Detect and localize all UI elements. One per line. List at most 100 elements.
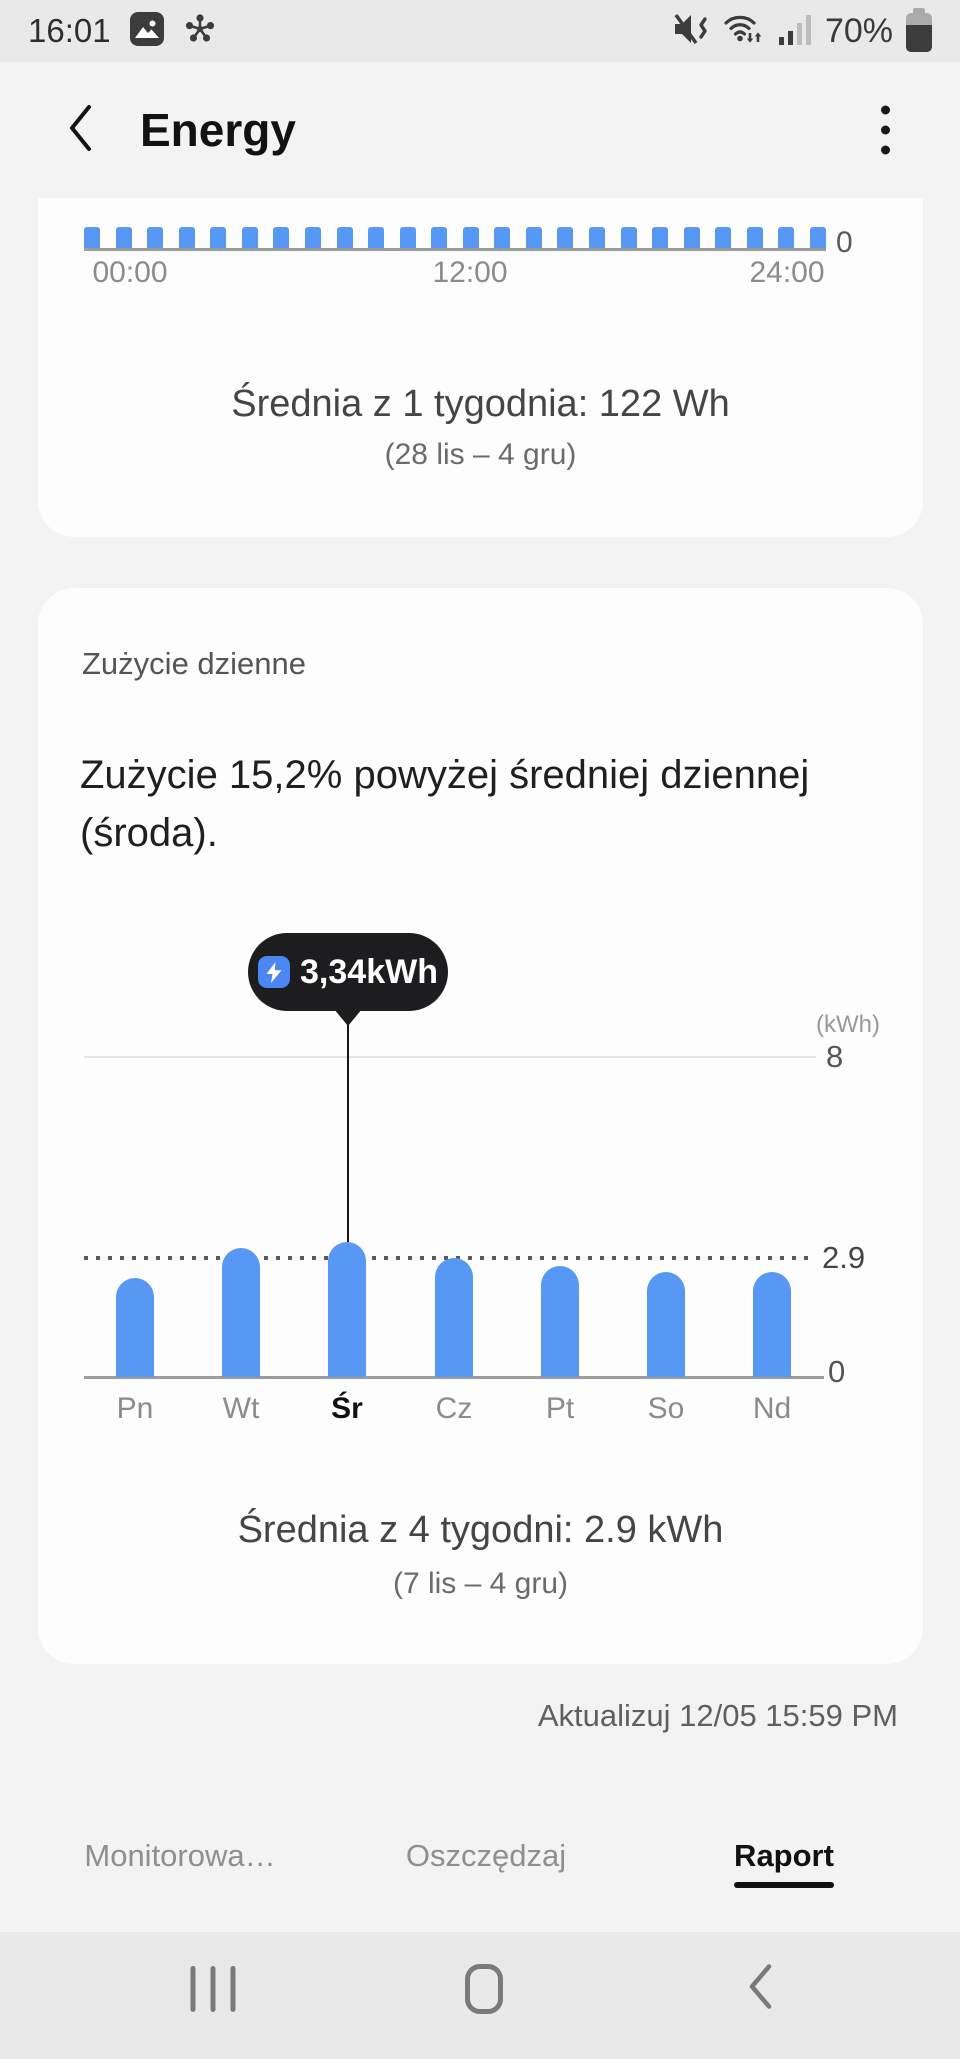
battery-percent: 70% xyxy=(824,11,893,50)
day-label-So[interactable]: So xyxy=(647,1392,685,1425)
hourly-y-zero-label: 0 xyxy=(836,226,853,259)
more-options-button[interactable] xyxy=(873,98,898,163)
hourly-bar-20[interactable] xyxy=(715,227,732,248)
day-label-Pn[interactable]: Pn xyxy=(116,1392,154,1425)
hourly-bar-11[interactable] xyxy=(431,227,448,248)
signal-strength-icon xyxy=(778,11,812,52)
monthly-average-text: Średnia z 4 tygodni: 2.9 kWh xyxy=(237,1509,724,1551)
hourly-bar-7[interactable] xyxy=(304,227,321,248)
hourly-bar-16[interactable] xyxy=(589,227,605,248)
recents-button[interactable] xyxy=(190,1966,236,2012)
hourly-bar-3[interactable] xyxy=(178,227,195,248)
energy-bolt-icon xyxy=(258,956,291,988)
recents-bar xyxy=(230,1966,236,2012)
daily-bar-Nd[interactable] xyxy=(753,1272,791,1377)
y-axis-unit-label: (kWh) xyxy=(816,1011,880,1038)
gallery-notification-icon xyxy=(129,11,165,52)
daily-x-axis xyxy=(84,1376,824,1379)
hourly-bar-19[interactable] xyxy=(683,227,700,248)
daily-bar-Śr[interactable] xyxy=(328,1242,366,1377)
kebab-dot xyxy=(881,145,890,155)
usage-insight-line2: (środa). xyxy=(80,811,218,855)
hourly-bar-1[interactable] xyxy=(115,227,132,248)
status-left: 16:01 xyxy=(28,11,217,52)
daily-bar-Cz[interactable] xyxy=(435,1258,473,1377)
battery-icon xyxy=(906,8,932,54)
y-tick-8: 8 xyxy=(826,1039,844,1074)
status-right: 70% xyxy=(672,8,932,54)
hourly-bar-12[interactable] xyxy=(462,227,479,248)
daily-card-title: Zużycie dzienne xyxy=(82,646,307,681)
usage-insight-line1: Zużycie 15,2% powyżej średniej dziennej xyxy=(80,753,810,797)
gridline-8 xyxy=(84,1056,816,1058)
bottom-tabs: Monitorowa… Oszczędzaj Raport xyxy=(0,1838,960,1908)
refresh-timestamp[interactable]: Aktualizuj 12/05 15:59 PM xyxy=(537,1698,898,1733)
hourly-bar-4[interactable] xyxy=(210,227,227,248)
hourly-bar-0[interactable] xyxy=(84,227,100,248)
hourly-bar-18[interactable] xyxy=(652,227,669,248)
hourly-tick-2400: 24:00 xyxy=(749,256,825,289)
y-tick-average: 2.9 xyxy=(822,1240,866,1275)
home-button[interactable] xyxy=(465,1964,503,2014)
day-label-Cz[interactable]: Cz xyxy=(435,1392,473,1425)
hourly-bar-13[interactable] xyxy=(494,227,511,248)
day-label-Pt[interactable]: Pt xyxy=(545,1392,575,1425)
daily-bar-Pt[interactable] xyxy=(541,1266,579,1377)
tooltip-value: 3,34kWh xyxy=(300,952,438,991)
hourly-tick-1200: 12:00 xyxy=(432,256,508,289)
hourly-bars xyxy=(84,226,826,248)
day-label-Śr[interactable]: Śr xyxy=(331,1392,363,1425)
hourly-bar-2[interactable] xyxy=(147,227,164,248)
smartthings-notification-icon xyxy=(183,12,217,51)
tooltip-arrow xyxy=(334,1009,362,1026)
daily-bar-Pn[interactable] xyxy=(116,1278,154,1377)
hourly-bar-5[interactable] xyxy=(241,227,258,248)
kebab-dot xyxy=(881,125,890,135)
usage-insight-text: Zużycie 15,2% powyżej średniej dziennej … xyxy=(80,746,850,862)
page-title: Energy xyxy=(140,104,296,156)
tooltip-pointer-line xyxy=(347,1022,349,1242)
day-label-Nd[interactable]: Nd xyxy=(752,1392,792,1425)
hourly-bar-22[interactable] xyxy=(778,227,795,248)
nav-back-button[interactable] xyxy=(746,1961,774,2018)
selected-value-tooltip: 3,34kWh xyxy=(248,933,448,1011)
daily-usage-card: Zużycie dzienne Zużycie 15,2% powyżej śr… xyxy=(38,588,923,1664)
hourly-bar-6[interactable] xyxy=(273,227,290,248)
hourly-bar-14[interactable] xyxy=(525,227,542,248)
android-nav-bar xyxy=(0,1932,960,2059)
weekly-average-range: (28 lis – 4 gru) xyxy=(384,438,577,471)
hourly-bar-8[interactable] xyxy=(336,227,353,248)
kebab-dot xyxy=(881,105,890,115)
chevron-left-icon xyxy=(62,98,98,163)
chevron-left-icon xyxy=(746,1964,774,2017)
weekly-average-text: Średnia z 1 tygodnia: 122 Wh xyxy=(231,383,730,425)
clock: 16:01 xyxy=(28,12,111,49)
hourly-bar-21[interactable] xyxy=(746,227,763,248)
hourly-bar-17[interactable] xyxy=(620,227,637,248)
status-bar: 16:01 xyxy=(0,0,960,62)
hourly-usage-card: 0 00:00 12:00 24:00 Średnia z 1 tygodnia… xyxy=(38,198,923,537)
wifi-icon xyxy=(723,11,765,52)
tab-monitorowanie[interactable]: Monitorowa… xyxy=(84,1838,276,1873)
tab-oszczedzaj[interactable]: Oszczędzaj xyxy=(405,1838,567,1873)
hourly-bar-15[interactable] xyxy=(557,227,574,248)
hourly-bar-10[interactable] xyxy=(399,227,416,248)
hourly-tick-0000: 00:00 xyxy=(92,256,168,289)
monthly-average-range: (7 lis – 4 gru) xyxy=(392,1567,569,1600)
daily-bar-So[interactable] xyxy=(647,1272,685,1377)
y-tick-0: 0 xyxy=(828,1354,846,1389)
mute-vibrate-icon xyxy=(672,11,710,52)
hourly-bar-9[interactable] xyxy=(368,227,385,248)
day-label-Wt[interactable]: Wt xyxy=(222,1392,260,1425)
daily-bar-Wt[interactable] xyxy=(222,1248,260,1377)
recents-bar xyxy=(190,1966,196,2012)
tab-raport[interactable]: Raport xyxy=(734,1838,834,1888)
daily-plot xyxy=(84,1177,826,1377)
day-labels: Pn Wt Śr Cz Pt So Nd xyxy=(84,1387,826,1431)
back-button[interactable] xyxy=(56,98,104,162)
hourly-bar-23[interactable] xyxy=(809,227,826,248)
recents-bar xyxy=(210,1966,216,2012)
app-header: Energy xyxy=(0,62,960,198)
hourly-x-axis xyxy=(84,248,826,251)
